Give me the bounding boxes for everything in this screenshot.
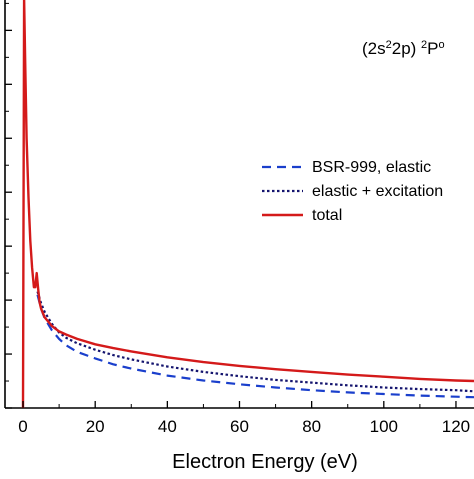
legend-label-bsr-999-elastic: BSR-999, elastic <box>312 159 431 176</box>
x-tick-label: 40 <box>158 417 177 436</box>
series-lines <box>23 0 474 408</box>
series-line-total <box>23 0 474 408</box>
x-tick-label: 100 <box>370 417 398 436</box>
legend-label-total: total <box>312 207 342 224</box>
annotation-state: (2s <box>362 39 386 58</box>
legend-label-elastic-excitation: elastic + excitation <box>312 183 443 200</box>
x-tick-label: 60 <box>230 417 249 436</box>
x-tick-label: 120 <box>442 417 470 436</box>
legend: BSR-999, elastic elastic + excitation tota… <box>262 159 443 224</box>
x-axis-title: Electron Energy (eV) <box>172 451 358 473</box>
tick-marks: 0 20 40 60 80 100 120 <box>5 3 470 436</box>
x-tick-label: 0 <box>18 417 27 436</box>
x-tick-label: 80 <box>302 417 321 436</box>
annotation-sup3: o <box>439 39 445 51</box>
state-annotation: (2s22p) 2Po <box>362 39 445 58</box>
x-tick-label: 20 <box>86 417 105 436</box>
series-line-elastic-excitation <box>38 292 474 392</box>
annotation-mid: 2p) <box>392 39 421 58</box>
axes <box>5 0 474 408</box>
annotation-term: P <box>427 39 438 58</box>
